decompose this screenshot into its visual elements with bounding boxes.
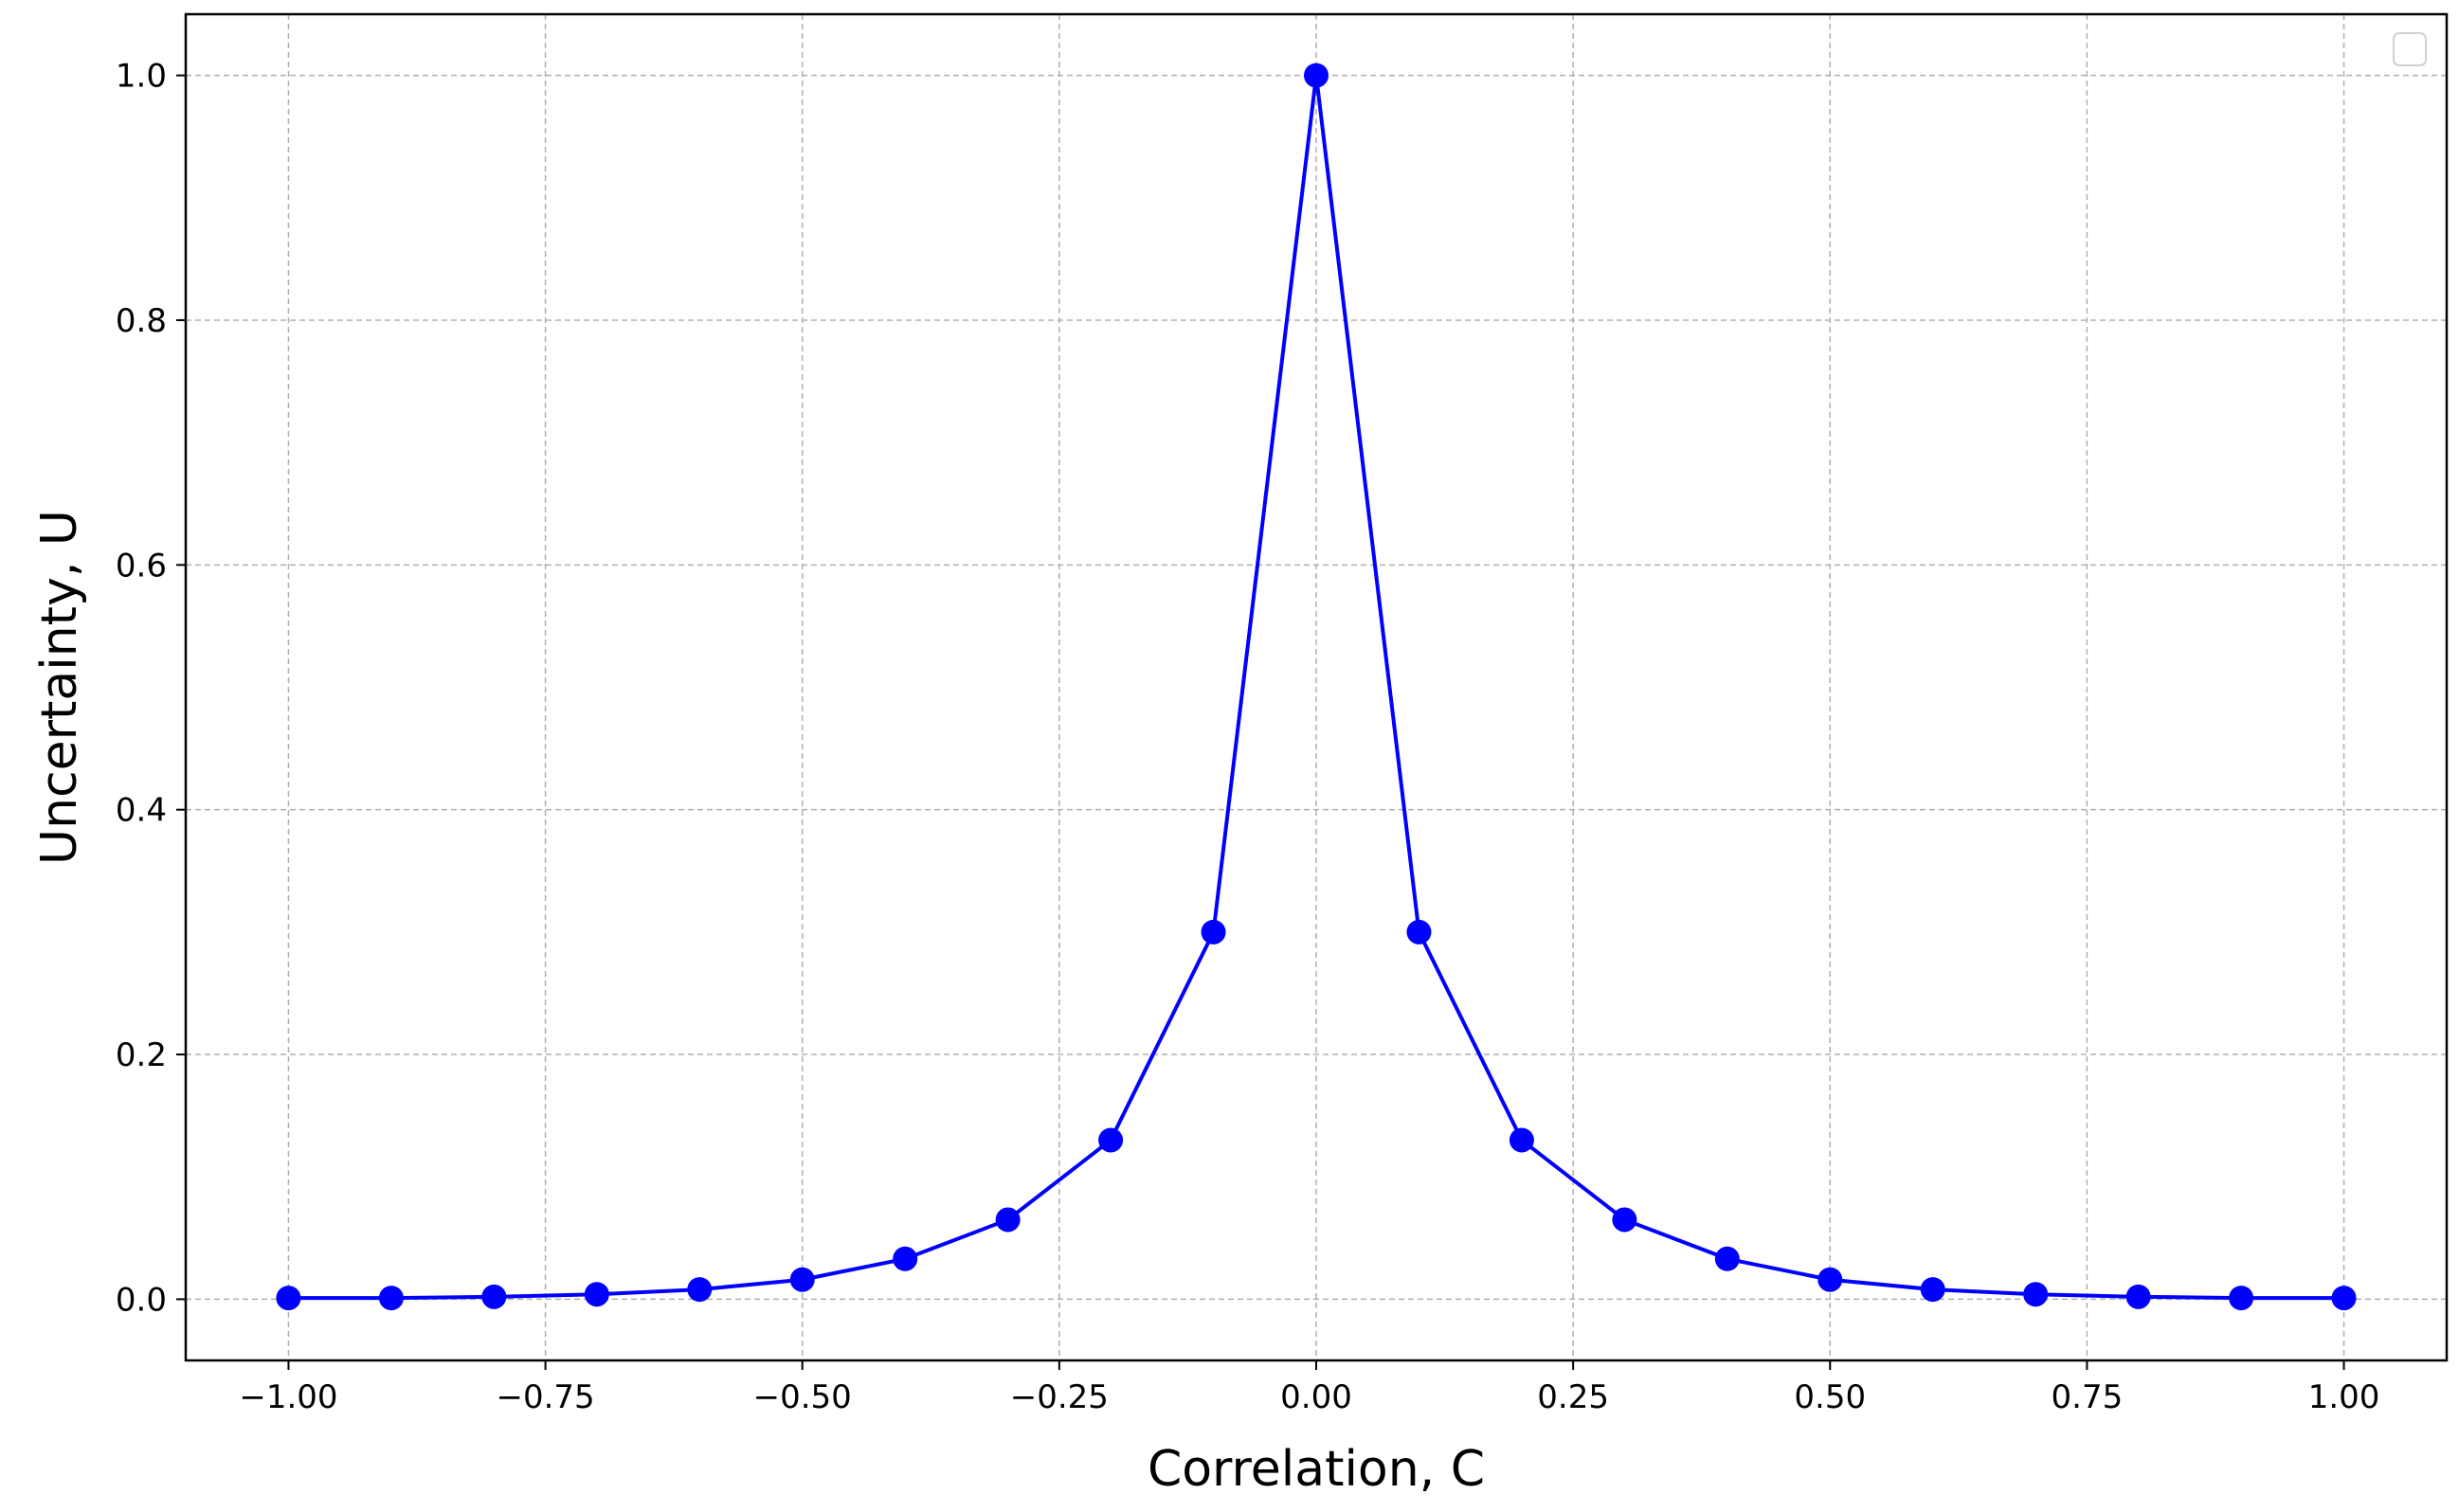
legend[interactable] bbox=[2393, 32, 2427, 66]
x-tick-label: −0.50 bbox=[753, 1378, 852, 1416]
data-point bbox=[1304, 63, 1329, 88]
x-tick-label: 0.00 bbox=[1280, 1378, 1352, 1416]
data-point bbox=[1509, 1127, 1534, 1153]
y-tick-label: 1.0 bbox=[116, 58, 167, 96]
x-tick-label: 1.00 bbox=[2308, 1378, 2380, 1416]
data-point bbox=[378, 1286, 404, 1311]
data-point bbox=[2229, 1286, 2254, 1311]
x-tick-label: −0.25 bbox=[1010, 1378, 1109, 1416]
data-point bbox=[687, 1277, 713, 1303]
data-point bbox=[1612, 1207, 1637, 1233]
data-point bbox=[584, 1282, 609, 1307]
y-tick-label: 0.2 bbox=[116, 1036, 167, 1074]
data-point bbox=[481, 1284, 507, 1309]
data-point bbox=[2125, 1284, 2151, 1309]
x-tick-label: 0.25 bbox=[1537, 1378, 1609, 1416]
data-point bbox=[1920, 1277, 1945, 1303]
y-axis-label: Uncertainty, U bbox=[31, 510, 88, 865]
axis-ticks: −1.00 −0.75 −0.50 −0.25 0.00 0.25 0.50 0.75 1.00… bbox=[116, 58, 2379, 1416]
data-point bbox=[1098, 1127, 1124, 1153]
data-point bbox=[1406, 919, 1432, 945]
y-tick-label: 0.0 bbox=[116, 1281, 167, 1319]
data-point bbox=[2331, 1286, 2357, 1311]
y-tick-label: 0.4 bbox=[116, 792, 167, 830]
data-point bbox=[995, 1207, 1021, 1233]
data-point bbox=[789, 1267, 815, 1292]
data-point bbox=[1201, 919, 1226, 945]
x-tick-label: −1.00 bbox=[239, 1378, 337, 1416]
data-point bbox=[893, 1246, 918, 1271]
x-tick-label: 0.50 bbox=[1794, 1378, 1866, 1416]
y-tick-label: 0.8 bbox=[116, 302, 167, 340]
y-tick-label: 0.6 bbox=[116, 547, 167, 585]
data-point bbox=[1714, 1246, 1740, 1271]
data-point bbox=[276, 1286, 301, 1311]
data-series bbox=[276, 63, 2357, 1311]
data-point bbox=[1817, 1267, 1843, 1292]
x-axis-label: Correlation, C bbox=[1148, 1441, 1485, 1498]
data-point bbox=[2023, 1282, 2049, 1307]
x-tick-label: 0.75 bbox=[2052, 1378, 2124, 1416]
x-tick-label: −0.75 bbox=[496, 1378, 594, 1416]
